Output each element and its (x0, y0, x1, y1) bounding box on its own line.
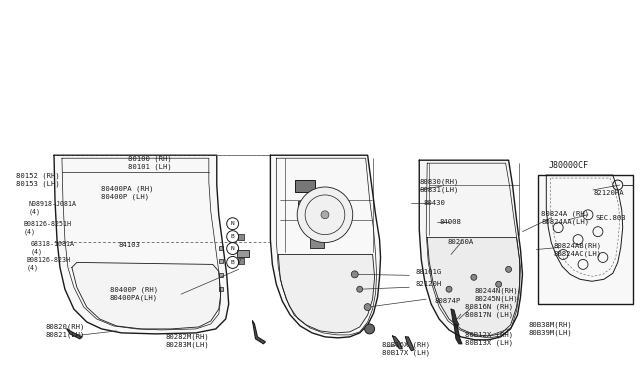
Text: 84008: 84008 (439, 219, 461, 225)
Circle shape (297, 187, 353, 243)
Polygon shape (547, 175, 623, 281)
Text: 80B12X (RH)
80B13X (LH): 80B12X (RH) 80B13X (LH) (465, 331, 513, 346)
Circle shape (495, 281, 502, 287)
Text: B08126-823H
(4): B08126-823H (4) (26, 257, 70, 272)
Bar (219, 259, 223, 263)
Bar (219, 273, 223, 277)
Circle shape (471, 274, 477, 280)
Text: 80260A: 80260A (447, 238, 474, 244)
Polygon shape (392, 336, 403, 349)
Bar (237, 250, 248, 257)
Polygon shape (454, 324, 462, 344)
Text: SEC.803: SEC.803 (596, 215, 627, 221)
Circle shape (356, 286, 363, 292)
Bar (538, 175, 633, 304)
Bar (219, 287, 223, 291)
Text: 82120H: 82120H (415, 281, 442, 287)
Text: 80874P: 80874P (434, 298, 460, 304)
Circle shape (446, 286, 452, 292)
Circle shape (351, 271, 358, 278)
Text: 80282M(RH)
80283M(LH): 80282M(RH) 80283M(LH) (165, 334, 209, 348)
Text: 80100 (RH)
80101 (LH): 80100 (RH) 80101 (LH) (129, 156, 172, 170)
Bar (237, 259, 244, 264)
Text: 80152 (RH)
80153 (LH): 80152 (RH) 80153 (LH) (16, 173, 60, 187)
Text: 80824A (RH)
80824AA(LH): 80824A (RH) 80824AA(LH) (541, 211, 589, 225)
Text: B: B (231, 234, 234, 239)
Text: 80400PA (RH)
80400P (LH): 80400PA (RH) 80400P (LH) (100, 186, 153, 200)
Text: 80820(RH)
80821(LH): 80820(RH) 80821(LH) (45, 324, 84, 338)
Text: 08318-1081A
(4): 08318-1081A (4) (30, 241, 74, 254)
Text: 80400P (RH)
80400PA(LH): 80400P (RH) 80400PA(LH) (109, 287, 157, 301)
Polygon shape (67, 329, 82, 339)
Bar (298, 201, 312, 210)
Polygon shape (451, 309, 459, 326)
Text: 80824AB(RH)
80824AC(LH): 80824AB(RH) 80824AC(LH) (553, 242, 602, 257)
Text: 80816N (RH)
80817N (LH): 80816N (RH) 80817N (LH) (465, 304, 513, 318)
Circle shape (506, 266, 511, 272)
Bar (310, 238, 324, 247)
Polygon shape (270, 155, 381, 338)
Bar (295, 180, 315, 192)
Text: 80B16X (RH)
80B17X (LH): 80B16X (RH) 80B17X (LH) (381, 341, 429, 356)
Text: J80000CF: J80000CF (548, 161, 588, 170)
Polygon shape (278, 254, 374, 333)
Polygon shape (253, 321, 266, 344)
Text: 80244N(RH)
80245N(LH): 80244N(RH) 80245N(LH) (475, 288, 518, 302)
Polygon shape (419, 160, 522, 340)
Circle shape (364, 304, 371, 311)
Text: 82120HA: 82120HA (594, 190, 625, 196)
Bar (237, 234, 244, 240)
Bar (219, 246, 223, 250)
Text: 84103: 84103 (118, 241, 140, 247)
Text: B08126-8251H
(4): B08126-8251H (4) (23, 221, 71, 235)
Text: N08918-J081A
(4): N08918-J081A (4) (28, 201, 76, 215)
Text: 80430: 80430 (423, 200, 445, 206)
Text: 80101G: 80101G (415, 269, 442, 275)
Circle shape (321, 211, 329, 219)
Polygon shape (72, 262, 221, 329)
Text: N: N (231, 246, 234, 251)
Bar (305, 218, 321, 228)
Polygon shape (405, 337, 414, 351)
Text: B: B (231, 260, 234, 265)
Text: N: N (231, 221, 234, 226)
Polygon shape (427, 238, 520, 336)
Polygon shape (54, 155, 228, 334)
Text: 80830(RH)
80831(LH): 80830(RH) 80831(LH) (419, 179, 459, 193)
Text: 80B38M(RH)
80B39M(LH): 80B38M(RH) 80B39M(LH) (529, 322, 572, 336)
Circle shape (365, 324, 374, 334)
